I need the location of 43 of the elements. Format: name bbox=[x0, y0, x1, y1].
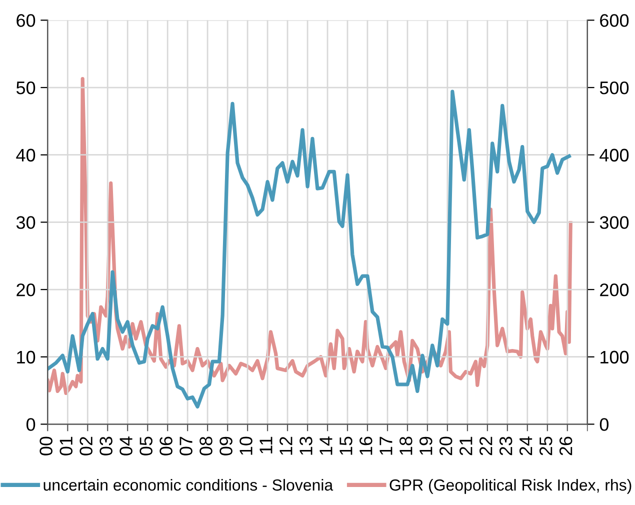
x-tick-label: 17 bbox=[380, 436, 392, 455]
x-tick-label: 11 bbox=[260, 436, 272, 454]
x-tick-label: 09 bbox=[220, 436, 232, 456]
x-tick-label: 01 bbox=[60, 436, 73, 456]
x-tick-label: 12 bbox=[280, 436, 292, 455]
x-tick-label: 10 bbox=[240, 436, 252, 455]
x-tick-label: 24 bbox=[519, 436, 532, 456]
y2-tick-label: 500 bbox=[600, 81, 629, 94]
y2-tick-label: 600 bbox=[600, 14, 629, 27]
x-tick-label: 08 bbox=[200, 436, 212, 456]
x-tick-label: 22 bbox=[480, 436, 492, 456]
y2-tick-label: 100 bbox=[600, 350, 629, 364]
y-tick-label: 40 bbox=[16, 148, 36, 162]
x-tick-label: 14 bbox=[320, 436, 332, 455]
x-tick-label: 25 bbox=[539, 436, 552, 456]
legend-label: uncertain economic conditions - Slovenia bbox=[44, 478, 334, 491]
x-tick-label: 20 bbox=[439, 436, 452, 456]
x-tick-label: 13 bbox=[300, 436, 312, 455]
x-tick-label: 21 bbox=[460, 436, 472, 456]
y-tick-label: 20 bbox=[16, 283, 36, 296]
x-tick-label: 07 bbox=[180, 436, 192, 456]
x-tick-label: 16 bbox=[360, 436, 372, 455]
x-tick-label: 23 bbox=[499, 436, 512, 456]
x-tick-label: 00 bbox=[40, 436, 52, 456]
y-tick-label: 60 bbox=[16, 14, 36, 27]
y-tick-label: 10 bbox=[17, 350, 36, 364]
y-tick-label: 50 bbox=[16, 81, 36, 94]
x-tick-label: 03 bbox=[100, 436, 112, 456]
y2-tick-label: 400 bbox=[600, 148, 629, 162]
x-tick-label: 06 bbox=[160, 436, 172, 456]
y-tick-label: 30 bbox=[16, 216, 36, 229]
x-tick-label: 04 bbox=[120, 436, 132, 456]
y2-tick-label: 0 bbox=[600, 418, 609, 431]
x-tick-label: 26 bbox=[559, 436, 572, 456]
x-tick-label: 02 bbox=[80, 436, 92, 456]
legend-label: GPR (Geopolitical Risk Index, rhs) bbox=[390, 478, 632, 494]
x-tick-label: 05 bbox=[140, 436, 152, 456]
x-tick-label: 19 bbox=[420, 436, 432, 455]
y2-tick-label: 300 bbox=[600, 216, 629, 229]
y-tick-label: 0 bbox=[26, 418, 36, 431]
y2-tick-label: 200 bbox=[600, 283, 629, 296]
x-tick-label: 15 bbox=[340, 436, 352, 455]
x-tick-label: 18 bbox=[400, 436, 412, 455]
